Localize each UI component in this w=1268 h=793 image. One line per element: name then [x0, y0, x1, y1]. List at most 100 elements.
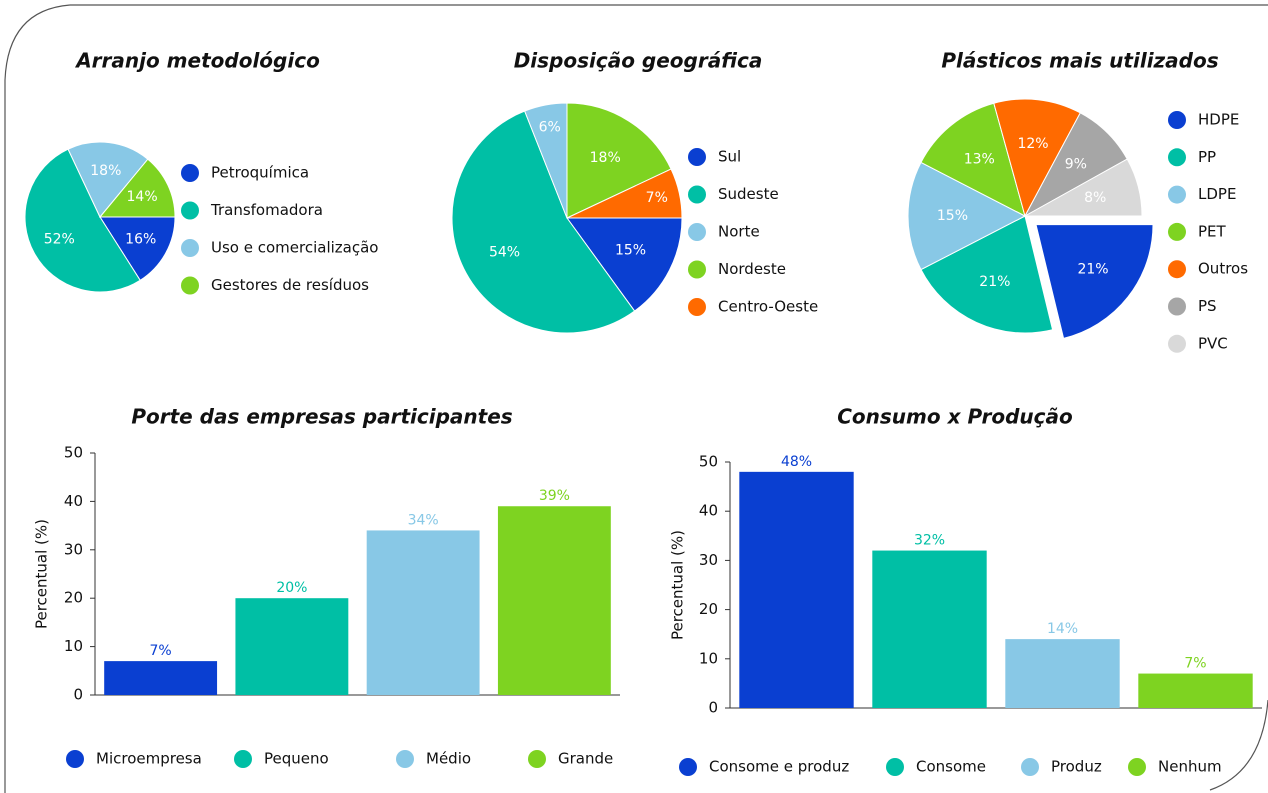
- pie-slice: [98, 158, 176, 218]
- slice-label: 21%: [1077, 261, 1108, 277]
- y-axis-label: Percentual (%): [33, 519, 51, 629]
- slice-label: 21%: [979, 274, 1010, 290]
- slice-label: 52%: [44, 231, 75, 247]
- y-tick-label: 30: [64, 540, 83, 558]
- legend-swatch: [1168, 148, 1186, 167]
- chart-title: Consumo x Produção: [837, 405, 1073, 429]
- legend-label: Grande: [558, 750, 613, 768]
- bar-value-label: 20%: [276, 580, 307, 596]
- legend-swatch: [688, 148, 706, 166]
- bar-value-label: 34%: [408, 512, 439, 528]
- legend-label: Petroquímica: [211, 164, 309, 182]
- y-tick-label: 0: [73, 686, 83, 704]
- legend-label: LDPE: [1198, 185, 1236, 203]
- legend-swatch: [1168, 334, 1186, 353]
- y-tick-label: 20: [699, 600, 718, 618]
- legend-swatch: [234, 750, 252, 768]
- y-tick-label: 40: [64, 492, 83, 510]
- bar-value-label: 14%: [1047, 621, 1078, 637]
- pie-slice: [1035, 224, 1154, 339]
- legend-label: Sudeste: [718, 185, 779, 203]
- legend-label: Centro-Oeste: [718, 298, 818, 316]
- legend-label: Consome: [916, 758, 986, 776]
- pie-slice: [566, 217, 683, 312]
- legend-label: PET: [1198, 222, 1227, 240]
- legend-swatch: [181, 239, 199, 257]
- bar-value-label: 48%: [781, 454, 812, 470]
- legend-swatch: [181, 201, 199, 220]
- pie-slice: [24, 148, 141, 293]
- chart-title: Porte das empresas participantes: [131, 405, 512, 429]
- bar-value-label: 7%: [150, 643, 172, 659]
- legend-label: Microempresa: [96, 750, 202, 768]
- slice-label: 18%: [590, 150, 621, 166]
- legend-swatch: [679, 758, 697, 776]
- slice-label: 9%: [1065, 156, 1087, 172]
- legend-label: PP: [1198, 148, 1216, 166]
- pie-slice: [99, 216, 176, 282]
- legend-label: Transfomadora: [210, 201, 323, 219]
- bar: [235, 598, 349, 695]
- legend-swatch: [886, 758, 904, 776]
- chart-title: Arranjo metodológico: [74, 49, 320, 73]
- legend-label: Consome e produz: [709, 758, 849, 776]
- legend-label: Gestores de resíduos: [211, 276, 369, 294]
- legend-label: Uso e comercialização: [211, 239, 378, 257]
- pie-slice: [920, 102, 1026, 217]
- legend-label: PS: [1198, 297, 1217, 315]
- legend-swatch: [1021, 758, 1039, 776]
- slice-label: 15%: [615, 242, 646, 258]
- legend-swatch: [688, 185, 706, 204]
- legend-swatch: [1128, 758, 1146, 776]
- pie-slice: [993, 98, 1081, 218]
- bar: [366, 530, 480, 695]
- legend-label: PVC: [1198, 334, 1228, 352]
- y-tick-label: 50: [699, 453, 718, 471]
- pie-slice: [920, 215, 1054, 334]
- slice-label: 18%: [90, 163, 121, 179]
- legend-swatch: [1168, 185, 1186, 204]
- bar: [104, 661, 218, 695]
- legend-swatch: [688, 298, 706, 316]
- frame: [4, 4, 1268, 793]
- legend-label: Norte: [718, 223, 760, 241]
- y-tick-label: 0: [708, 699, 718, 717]
- pie-slice: [451, 110, 636, 334]
- slice-label: 13%: [964, 152, 995, 168]
- bar: [497, 506, 611, 695]
- legend-swatch: [66, 750, 84, 768]
- bar-value-label: 7%: [1184, 656, 1206, 672]
- bar-value-label: 32%: [914, 533, 945, 549]
- legend-swatch: [1168, 111, 1186, 129]
- slice-label: 12%: [1017, 136, 1048, 152]
- legend-swatch: [1168, 260, 1186, 279]
- legend-label: Nenhum: [1158, 758, 1222, 776]
- legend-swatch: [1168, 222, 1186, 241]
- y-tick-label: 30: [699, 551, 718, 569]
- legend-swatch: [396, 750, 414, 768]
- legend-swatch: [181, 164, 199, 182]
- slice-label: 7%: [646, 190, 668, 206]
- bar: [1005, 639, 1120, 708]
- bar: [1138, 673, 1253, 708]
- legend-label: Sul: [718, 148, 741, 166]
- bar: [739, 471, 854, 708]
- y-tick-label: 50: [64, 444, 83, 462]
- legend-label: Outros: [1198, 260, 1248, 278]
- legend-label: Pequeno: [264, 750, 329, 768]
- legend-label: Médio: [426, 750, 471, 768]
- slice-label: 6%: [539, 120, 561, 136]
- legend-swatch: [688, 223, 706, 241]
- pie-slice: [67, 141, 149, 218]
- pie-slice: [566, 168, 683, 219]
- legend-swatch: [528, 750, 546, 768]
- pie-slice: [566, 102, 672, 219]
- legend-swatch: [181, 276, 199, 295]
- legend-swatch: [688, 260, 706, 279]
- chart-title: Disposição geográfica: [514, 49, 763, 73]
- slice-label: 8%: [1084, 190, 1106, 206]
- slice-label: 14%: [127, 189, 158, 205]
- legend-swatch: [1168, 297, 1186, 316]
- slice-label: 15%: [937, 208, 968, 224]
- legend-label: Produz: [1051, 758, 1102, 776]
